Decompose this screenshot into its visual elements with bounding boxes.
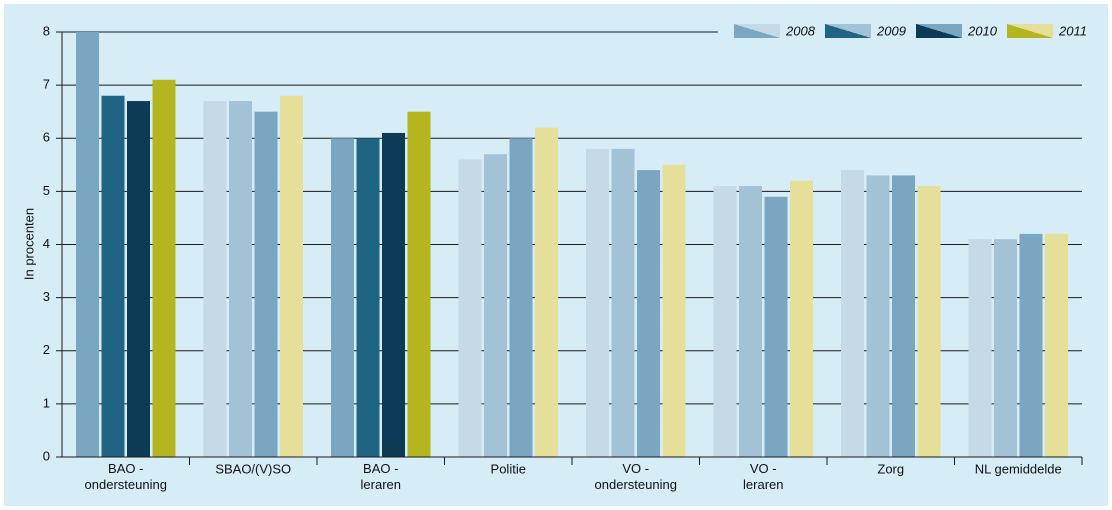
y-tick-label: 3	[43, 289, 50, 304]
bar	[764, 196, 788, 457]
bar	[739, 186, 762, 457]
bar	[254, 111, 278, 457]
bar	[76, 32, 99, 457]
bar	[484, 154, 507, 457]
legend-swatch	[916, 24, 962, 38]
bar	[407, 111, 431, 457]
bar	[101, 95, 125, 457]
bar	[917, 186, 941, 457]
bar	[229, 101, 252, 457]
bar	[841, 170, 864, 457]
x-tick-label: Zorg	[877, 461, 904, 476]
y-tick-label: 2	[43, 342, 50, 357]
y-tick-label: 7	[43, 77, 50, 92]
y-tick-label: 5	[43, 183, 50, 198]
bar	[994, 239, 1017, 457]
legend-swatch	[734, 24, 780, 38]
bar	[535, 127, 558, 457]
bar	[203, 101, 227, 457]
x-tick-label: VO -leraren	[743, 461, 783, 492]
bar	[637, 170, 660, 457]
bar	[586, 148, 609, 457]
bar	[892, 175, 915, 457]
y-axis-label: In procenten	[21, 208, 36, 280]
legend-label: 2010	[967, 23, 998, 38]
bar	[866, 175, 890, 457]
y-tick-label: 6	[43, 130, 50, 145]
y-tick-label: 4	[43, 236, 50, 251]
x-tick-label: VO -ondersteuning	[595, 461, 677, 492]
bar	[790, 180, 813, 457]
y-tick-label: 8	[43, 23, 50, 38]
bar	[1019, 233, 1043, 457]
legend-label: 2011	[1058, 23, 1087, 38]
bar	[611, 148, 635, 457]
bar	[968, 239, 992, 457]
y-tick-label: 0	[43, 448, 50, 463]
bar	[382, 132, 405, 457]
y-tick-label: 1	[43, 395, 50, 410]
bar	[280, 95, 303, 457]
x-tick-label: BAO -ondersteuning	[85, 461, 167, 492]
bar	[127, 101, 150, 457]
legend-swatch	[1007, 24, 1053, 38]
legend-label: 2008	[785, 23, 816, 38]
legend-swatch	[825, 24, 871, 38]
bar	[1045, 233, 1068, 457]
x-tick-label: BAO -leraren	[361, 461, 401, 492]
x-tick-label: Politie	[491, 461, 526, 476]
bar	[356, 138, 380, 457]
x-tick-label: SBAO/(V)SO	[215, 461, 291, 476]
legend-label: 2009	[876, 23, 906, 38]
bar	[509, 138, 533, 457]
bar	[152, 79, 176, 457]
bar	[458, 159, 482, 457]
x-tick-label: NL gemiddelde	[975, 461, 1062, 476]
bar	[331, 138, 354, 457]
bar	[662, 164, 686, 457]
bar	[713, 186, 737, 457]
